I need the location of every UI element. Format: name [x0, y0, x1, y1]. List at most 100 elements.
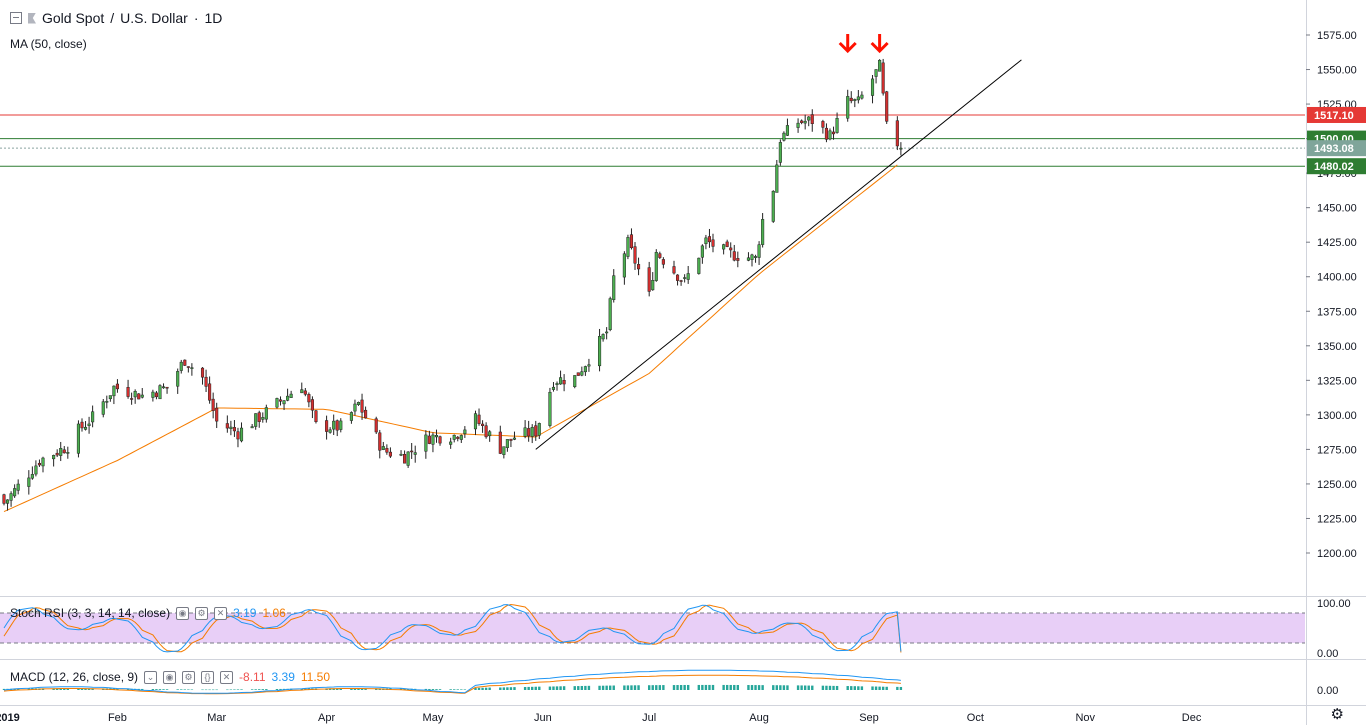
candle-body [2, 494, 6, 504]
candle-body [796, 122, 800, 128]
macd-histogram-bar [828, 685, 832, 690]
candle-body [76, 423, 80, 454]
price-tick-label: 1325.00 [1317, 375, 1357, 387]
date-tick-label: Mar [207, 712, 226, 724]
macd-histogram-bar [775, 685, 779, 690]
macd-signal-line[interactable] [3, 674, 901, 695]
candle-body [13, 488, 17, 497]
macd-histogram-bar [857, 686, 860, 690]
macd-histogram-bar [633, 685, 637, 690]
gear-icon[interactable]: ⚙ [195, 606, 209, 620]
candle-body [870, 78, 875, 96]
trendline[interactable] [535, 59, 1022, 450]
chevron-down-icon[interactable]: ⌄ [144, 670, 158, 684]
macd-histogram-bar [647, 685, 651, 690]
candle-body [608, 298, 612, 330]
date-tick-label: Nov [1075, 712, 1095, 724]
ma-label[interactable]: MA (50, close) [10, 37, 87, 51]
candle-body [878, 59, 882, 72]
candle-body [803, 120, 807, 124]
candle-body [289, 393, 293, 398]
eye-icon[interactable]: ◉ [176, 606, 190, 620]
macd-histogram-bar [531, 686, 534, 690]
date-tick-label: Jul [642, 712, 656, 724]
candle-body [126, 387, 130, 397]
candle-body [388, 451, 392, 457]
price-tick-label: 1450.00 [1317, 203, 1357, 215]
down-arrow-icon[interactable] [870, 34, 889, 54]
flag-icon[interactable] [28, 12, 36, 24]
candle-body [707, 236, 712, 243]
date-tick-label: Apr [318, 712, 335, 724]
candle-body [736, 258, 740, 261]
macd-histogram-bar [449, 689, 452, 690]
macd-histogram-bar [722, 684, 725, 690]
price-tick-label: 1200.00 [1317, 548, 1357, 560]
candle-body [697, 257, 701, 274]
macd-histogram-bar [460, 689, 463, 690]
macd-histogram-bar [736, 684, 740, 690]
symbol-name[interactable]: Gold Spot [42, 10, 105, 26]
candle-body [264, 407, 268, 420]
candle-body [761, 219, 765, 245]
macd-histogram-bar [258, 689, 261, 690]
macd-histogram-bar [672, 685, 676, 690]
gear-icon[interactable]: ⚙ [182, 670, 196, 684]
candle-body [647, 267, 651, 292]
settings-gear-icon[interactable]: ⚙ [1330, 706, 1344, 723]
down-arrow-icon[interactable] [838, 34, 857, 54]
candle-body [512, 437, 517, 440]
macd-histogram-bar [513, 687, 516, 690]
price-tick-label: 1300.00 [1317, 410, 1357, 422]
macd-histogram-bar [59, 688, 62, 690]
candle-body [30, 474, 34, 479]
macd-histogram-bar [190, 689, 194, 691]
stoch-d-line[interactable] [3, 603, 902, 653]
macd-histogram-bar [860, 686, 864, 690]
candle-body [534, 425, 538, 437]
macd-histogram-bar [708, 684, 711, 690]
main-legend: Gold Spot / U.S. Dollar · 1D [10, 10, 222, 26]
macd-histogram-bar [871, 686, 874, 690]
candle-body [555, 383, 559, 385]
close-icon[interactable]: ✕ [220, 670, 234, 684]
eye-icon[interactable]: ◉ [163, 670, 177, 684]
macd-histogram-bar [141, 688, 144, 690]
macd-histogram-bar [261, 689, 264, 690]
symbol-separator: / [110, 10, 115, 26]
collapse-icon[interactable] [10, 12, 22, 24]
candle-body [332, 420, 336, 430]
interval-label[interactable]: 1D [204, 10, 223, 26]
candle-body [37, 462, 42, 466]
candle-body [59, 448, 63, 456]
price-tick-label: 1575.00 [1317, 30, 1357, 42]
stoch-k-line[interactable] [3, 604, 902, 653]
macd-histogram-bar [236, 689, 240, 690]
macd-histogram-bar [800, 685, 803, 690]
candle-body [286, 395, 290, 401]
macd-histogram-bar [155, 689, 158, 690]
candle-body [275, 398, 279, 408]
ma50-line[interactable] [3, 164, 898, 513]
macd-label[interactable]: MACD (12, 26, close, 9) [10, 670, 139, 684]
candle-body [349, 412, 353, 421]
candle-body [434, 435, 439, 438]
quote-name[interactable]: U.S. Dollar [120, 10, 188, 26]
macd-histogram-bar [835, 685, 839, 690]
macd-histogram-bar [527, 686, 530, 690]
candle-body [232, 427, 236, 432]
macd-histogram-bar [608, 685, 612, 690]
stoch-label[interactable]: Stoch RSI (3, 3, 14, 14, close) [10, 606, 171, 620]
macd-histogram-bar [240, 689, 243, 690]
macd-histogram-bar [481, 687, 484, 690]
macd-line[interactable] [3, 669, 901, 694]
macd-histogram-bar [215, 689, 218, 691]
candle-body [676, 274, 680, 281]
candle-body [683, 277, 687, 279]
macd-histogram-bar [428, 688, 431, 690]
candle-body [310, 399, 314, 411]
macd-histogram-bar [474, 687, 477, 690]
code-icon[interactable]: {} [201, 670, 215, 684]
close-icon[interactable]: ✕ [214, 606, 228, 620]
macd-histogram-bar [250, 689, 254, 690]
